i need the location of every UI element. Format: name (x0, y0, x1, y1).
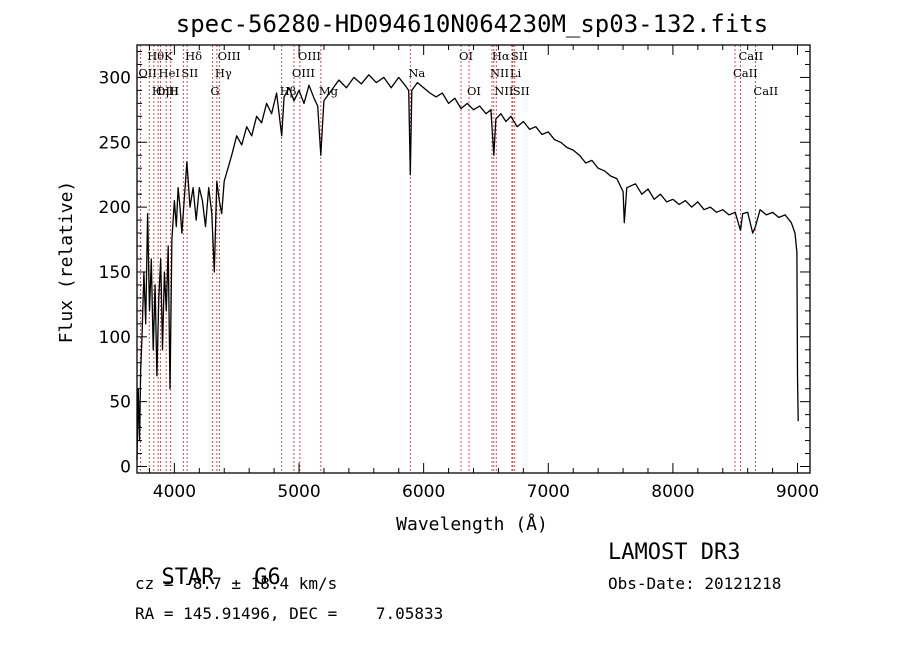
spectral-line-label: K (164, 49, 173, 63)
spectral-line-label: Hβ (280, 84, 297, 98)
y-tick-label: 300 (99, 68, 131, 88)
x-tick-label: 5000 (277, 482, 320, 502)
survey-name: LAMOST DR3 (608, 540, 741, 565)
y-tick-label: 100 (99, 328, 131, 348)
spectral-line-label: CaII (753, 84, 778, 98)
y-tick-label: 0 (120, 458, 131, 478)
spectral-line-label: NII (494, 84, 513, 98)
x-tick-label: 6000 (402, 482, 445, 502)
spectral-line-label: SII (511, 49, 528, 63)
spectral-line-label: G (210, 84, 219, 98)
y-tick-label: 250 (99, 133, 131, 153)
y-tick-label: 50 (109, 393, 131, 413)
spectral-line-label: CaII (733, 66, 758, 80)
y-axis-label: Flux (relative) (56, 181, 77, 344)
spectral-line-label: OIII (298, 49, 321, 63)
y-tick-label: 200 (99, 198, 131, 218)
spectral-line-label: Hδ (185, 49, 202, 63)
spectral-line-label: NII (490, 66, 509, 80)
spectral-line-label: H (169, 84, 179, 98)
flux-line (136, 74, 799, 461)
spectral-line-label: Hθ (147, 49, 164, 63)
spectral-line-label: Hη (152, 84, 169, 98)
spectral-line-label: Hα (492, 49, 510, 63)
spectral-line-label: OIII (156, 84, 179, 98)
spectral-line-label: OIII (292, 66, 315, 80)
spectral-line-label: SII (181, 66, 198, 80)
spectral-line-label: Mg (319, 84, 339, 98)
spectral-line-label: CaII (738, 49, 763, 63)
axis-ticks: 4000 5000 6000 7000 8000 9000 0 50 100 150 200 250 3… (99, 45, 819, 502)
spectral-line-label: OI (459, 49, 473, 63)
spectral-line-label: OII (138, 66, 157, 80)
observation-date: Obs-Date: 20121218 (608, 574, 782, 593)
y-tick-label: 150 (99, 263, 131, 283)
x-tick-label: 7000 (527, 482, 570, 502)
spectral-line-label: HeI (159, 66, 180, 80)
spectral-line-label: Na (408, 66, 425, 80)
object-class: STAR (161, 565, 215, 590)
spectral-line-label: Li (510, 66, 522, 80)
spectral-line-label: Hγ (215, 66, 232, 80)
spectral-line-label: SII (513, 84, 530, 98)
spectral-line-label: OIII (218, 49, 241, 63)
x-axis-label: Wavelength (Å) (396, 513, 548, 535)
chart-title: spec-56280-HD094610N064230M_sp03-132.fit… (176, 10, 768, 38)
x-tick-label: 8000 (651, 482, 694, 502)
spectral-class: STAR G6 (135, 540, 281, 590)
spectral-line-markers (139, 45, 756, 473)
x-tick-label: 9000 (776, 482, 819, 502)
redshift-text: cz = -8.7 ± 18.4 km/s (135, 574, 338, 593)
spectral-line-label: OI (467, 84, 481, 98)
coordinates-text: RA = 145.91496, DEC = 7.05833 (135, 604, 444, 623)
object-subclass: G6 (254, 565, 281, 590)
x-tick-label: 4000 (153, 482, 196, 502)
